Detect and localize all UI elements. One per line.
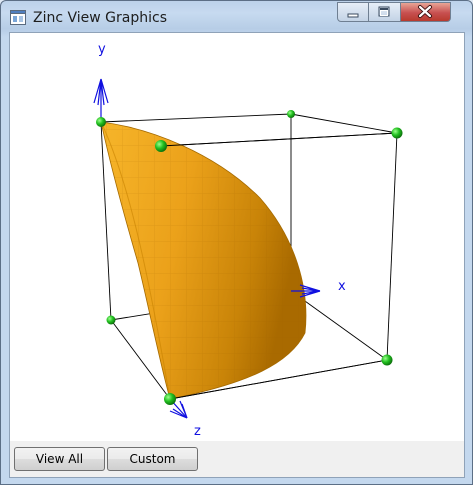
surface-mesh — [100, 121, 307, 400]
node-point[interactable] — [96, 117, 106, 127]
scene-svg: y x z — [93, 42, 403, 439]
node-point[interactable] — [287, 110, 295, 118]
minimize-icon — [347, 13, 359, 18]
close-icon — [418, 5, 432, 18]
z-axis-label: z — [194, 424, 201, 439]
node-point[interactable] — [106, 315, 116, 325]
custom-button[interactable]: Custom — [107, 447, 198, 471]
minimize-button[interactable] — [337, 2, 369, 22]
button-bar: View All Custom — [10, 441, 464, 477]
view-all-button[interactable]: View All — [14, 447, 105, 471]
close-button[interactable] — [401, 2, 451, 22]
maximize-icon — [378, 6, 390, 17]
maximize-button[interactable] — [369, 2, 401, 22]
graphics-canvas[interactable]: y x z — [10, 33, 464, 441]
window-title: Zinc View Graphics — [33, 10, 167, 26]
node-point[interactable] — [164, 393, 176, 405]
node-point[interactable] — [155, 140, 167, 152]
node-points — [96, 110, 403, 405]
title-bar[interactable]: Zinc View Graphics — [1, 1, 472, 33]
node-point[interactable] — [381, 354, 393, 366]
x-axis-label: x — [338, 279, 346, 294]
node-point[interactable] — [391, 127, 403, 139]
client-area: y x z View All Custom — [9, 32, 465, 478]
y-axis-label: y — [98, 42, 106, 57]
app-window-icon — [10, 10, 26, 25]
cube-front-edges — [160, 132, 398, 400]
